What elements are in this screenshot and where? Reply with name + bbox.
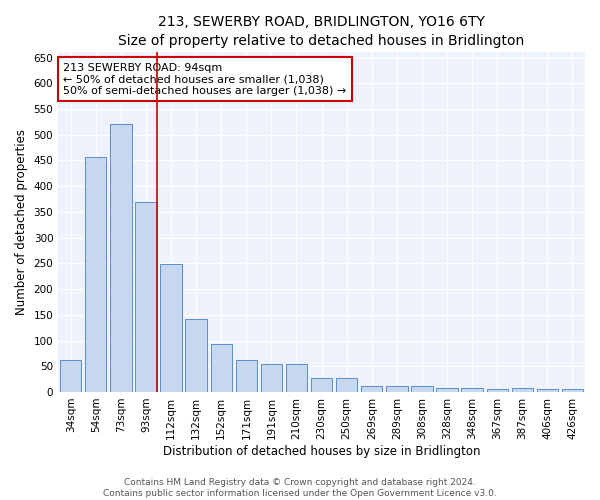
Bar [436,388,458,392]
Title: 213, SEWERBY ROAD, BRIDLINGTON, YO16 6TY
Size of property relative to detached h: 213, SEWERBY ROAD, BRIDLINGTON, YO16 6TY… [118,15,525,48]
Bar [487,390,508,392]
Bar [361,386,382,392]
Bar [136,202,157,392]
Text: Contains HM Land Registry data © Crown copyright and database right 2024.
Contai: Contains HM Land Registry data © Crown c… [103,478,497,498]
Bar [512,388,533,392]
Bar [185,320,207,392]
Bar [336,378,358,392]
Bar [386,386,407,392]
Bar [537,390,558,392]
Bar [411,386,433,392]
Bar [461,388,483,392]
Bar [110,124,131,392]
Bar [286,364,307,392]
Y-axis label: Number of detached properties: Number of detached properties [15,129,28,315]
Bar [311,378,332,392]
Bar [60,360,82,392]
Bar [236,360,257,392]
X-axis label: Distribution of detached houses by size in Bridlington: Distribution of detached houses by size … [163,444,481,458]
Bar [261,364,282,392]
Bar [562,390,583,392]
Bar [211,344,232,392]
Bar [85,158,106,392]
Bar [160,264,182,392]
Text: 213 SEWERBY ROAD: 94sqm
← 50% of detached houses are smaller (1,038)
50% of semi: 213 SEWERBY ROAD: 94sqm ← 50% of detache… [64,62,347,96]
